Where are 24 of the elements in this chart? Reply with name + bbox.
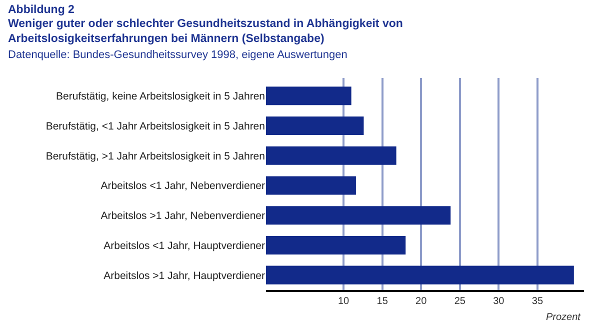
bar — [266, 236, 406, 254]
x-tick-label: 20 — [416, 296, 428, 307]
bar — [266, 86, 352, 106]
y-tick-label: Berufstätig, >1 Jahr Arbeitslosigkeit in 5 Jahren — [46, 150, 266, 162]
text: Datenquelle: Bundes-Gesundheitssurvey 1998, eigene Auswertungen — [8, 49, 348, 61]
y-tick-label: Arbeitslos >1 Jahr, Hauptverdiener — [104, 270, 266, 282]
x-tick-label: 15 — [376, 296, 388, 307]
x-tick-label: 30 — [493, 296, 505, 307]
y-tick-label: Arbeitslos <1 Jahr, Hauptverdiener — [104, 240, 266, 252]
x-axis-title: Prozent — [546, 312, 582, 323]
bar — [266, 146, 396, 165]
text: Abbildung 2 — [8, 4, 74, 16]
bar — [266, 206, 451, 225]
bar — [266, 116, 364, 136]
bar — [266, 176, 356, 195]
y-tick-label: Arbeitslos <1 Jahr, Nebenverdiener — [100, 180, 266, 192]
chart-subtitle: Weniger guter oder schlechter Gesundheitszustand in Abhängigkeit von Arbeitslosigkeitserfahrungen bei Männern (Selbstangabe) — [8, 18, 403, 45]
x-tick-label: 10 — [338, 296, 350, 307]
y-tick-label: Arbeitslos >1 Jahr, Nebenverdiener — [100, 210, 266, 222]
x-tick-label: 25 — [454, 296, 466, 307]
x-tick-label: 35 — [532, 296, 544, 307]
y-tick-label: Berufstätig, <1 Jahr Arbeitslosigkeit in 5 Jahren — [46, 120, 266, 132]
bar — [266, 266, 574, 284]
y-tick-label: Berufstätig, keine Arbeitslosigkeit in 5 Jahren — [56, 90, 266, 103]
